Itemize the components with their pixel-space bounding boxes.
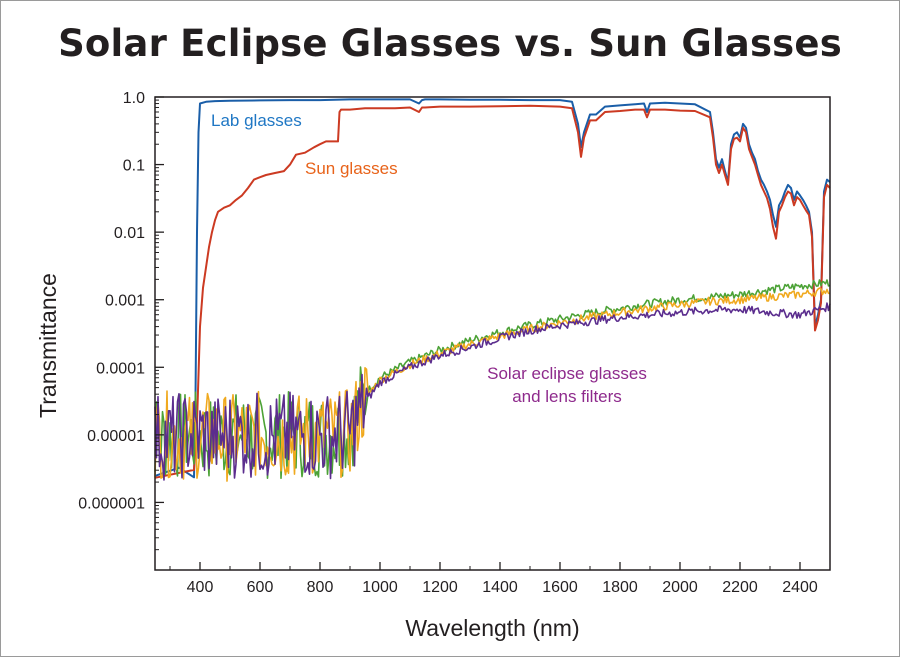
plot-area: [154, 96, 831, 571]
series-line-5: [154, 302, 831, 481]
x-tick-label: 400: [187, 579, 214, 596]
x-tick-label: 2400: [782, 579, 818, 596]
x-tick-label: 1000: [362, 579, 398, 596]
series-line-2: [154, 104, 831, 479]
y-tick-label: 1.0: [123, 90, 145, 107]
annotations: Lab glasses Sun glasses Solar eclipse glas…: [211, 111, 647, 406]
x-tick-label: 1200: [422, 579, 458, 596]
x-tick-label: 600: [247, 579, 274, 596]
y-tick-label: 0.000001: [78, 495, 145, 512]
annotation-3: Solar eclipse glasses: [487, 364, 647, 383]
y-tick-label: 0.00001: [87, 428, 145, 445]
series-line-3: [154, 279, 831, 479]
y-tick-label: 0.01: [114, 225, 145, 242]
x-tick-label: 1600: [542, 579, 578, 596]
y-tick-label: 0.1: [123, 158, 145, 175]
y-axis-label: Transmittance: [35, 273, 61, 418]
y-axis: 1.0 0.1 0.01 0.001 0.0001 0.00001 0.000001: [78, 90, 164, 551]
annotation-1: Lab glasses: [211, 111, 302, 130]
x-axis: 400 600 800 1000 1200 1400 1600 1800 2000 2200 240…: [169, 562, 831, 596]
chart-title: Solar Eclipse Glasses vs. Sun Glasses: [58, 22, 842, 65]
annotation-2: Sun glasses: [305, 159, 398, 178]
y-tick-label: 0.001: [105, 293, 145, 310]
series-line-4: [154, 287, 831, 482]
x-axis-label: Wavelength (nm): [405, 615, 579, 641]
x-tick-label: 1400: [482, 579, 518, 596]
plot-lines: [154, 98, 831, 482]
x-tick-label: 800: [307, 579, 334, 596]
x-tick-label: 1800: [602, 579, 638, 596]
x-tick-label: 2200: [722, 579, 758, 596]
annotation-4: and lens filters: [512, 387, 622, 406]
y-tick-label: 0.0001: [96, 360, 145, 377]
x-tick-label: 2000: [662, 579, 698, 596]
